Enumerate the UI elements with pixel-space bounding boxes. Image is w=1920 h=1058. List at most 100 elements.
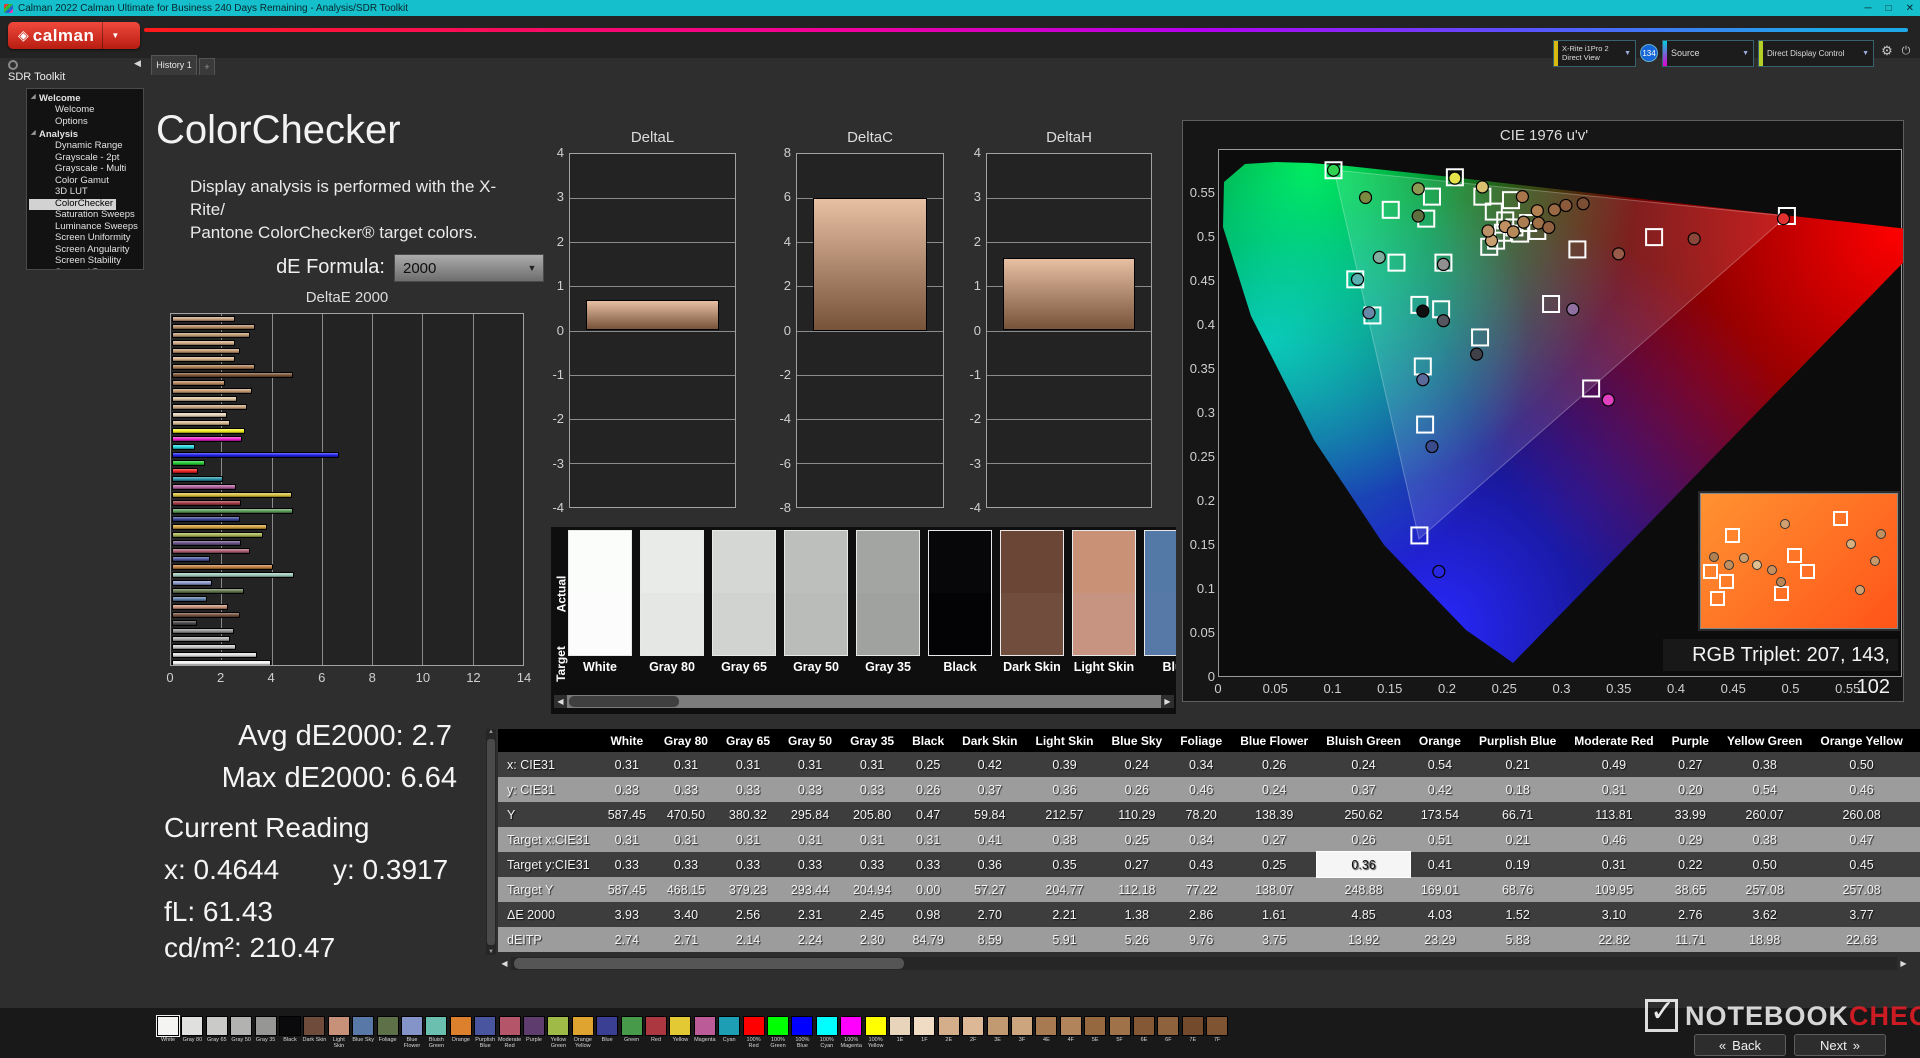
bottom-patch-black[interactable]: Black xyxy=(278,1016,302,1043)
sidebar-item-saturation-sweeps[interactable]: Saturation Sweeps xyxy=(55,209,135,220)
bottom-patch-2f[interactable]: 2F xyxy=(961,1016,985,1043)
bottom-patch-cyan[interactable]: Cyan xyxy=(717,1016,741,1043)
bottom-patch-2e[interactable]: 2E xyxy=(937,1016,961,1043)
next-button[interactable]: Next » xyxy=(1794,1034,1886,1056)
power-icon[interactable]: ⏻ xyxy=(1901,45,1911,57)
sidebar-item-grayscale-multi[interactable]: Grayscale - Multi xyxy=(55,163,127,174)
strip-scroll-thumb[interactable] xyxy=(569,696,679,707)
bottom-patch-orange[interactable]: Orange xyxy=(449,1016,473,1043)
close-button[interactable]: ✕ xyxy=(1905,2,1914,14)
source-chevron-icon: ▼ xyxy=(1742,50,1749,57)
table-scroll-left-icon[interactable]: ◀ xyxy=(498,957,511,970)
bottom-patch-foliage[interactable]: Foliage xyxy=(376,1016,400,1043)
bottom-patch-5f[interactable]: 5F xyxy=(1108,1016,1132,1043)
bottom-patch-7f[interactable]: 7F xyxy=(1205,1016,1229,1043)
inset-square-marker xyxy=(1710,590,1726,606)
add-tab-button[interactable]: + xyxy=(199,58,215,75)
bottom-patch-white[interactable]: White xyxy=(156,1015,180,1043)
bottom-patch-purple[interactable]: Purple xyxy=(522,1016,546,1043)
bottom-patch-6e[interactable]: 6E xyxy=(1132,1016,1156,1043)
rgb-triplet-readout: RGB Triplet: 207, 143, 102 xyxy=(1663,639,1898,698)
bottom-patch-blue-sky[interactable]: Blue Sky xyxy=(351,1016,375,1043)
tab-history-1[interactable]: History 1 xyxy=(151,55,197,75)
sidebar-item-color-gamut[interactable]: Color Gamut xyxy=(55,174,109,186)
back-button[interactable]: « Back xyxy=(1694,1034,1786,1056)
bottom-patch-100-blue[interactable]: 100% Blue xyxy=(790,1016,814,1049)
scroll-up-icon[interactable]: ▲ xyxy=(488,729,494,735)
bottom-patch-gray-50[interactable]: Gray 50 xyxy=(229,1016,253,1043)
sidebar-item-welcome[interactable]: Welcome xyxy=(55,104,95,115)
bottom-patch-moderate-red[interactable]: Moderate Red xyxy=(498,1016,522,1049)
minimize-button[interactable]: ─ xyxy=(1864,2,1872,14)
bottom-patch-blue-flower[interactable]: Blue Flower xyxy=(400,1016,424,1049)
bottom-patch-gray-80[interactable]: Gray 80 xyxy=(180,1016,204,1043)
bottom-patch-blue[interactable]: Blue xyxy=(595,1016,619,1043)
table-hscrollbar[interactable]: ◀ ▶ xyxy=(498,957,1910,970)
bottom-patch-gray-65[interactable]: Gray 65 xyxy=(205,1016,229,1043)
source-selector[interactable]: Source ▼ xyxy=(1662,40,1754,67)
bottom-patch-4e[interactable]: 4E xyxy=(1034,1016,1058,1043)
scroll-left-icon[interactable]: ◀ xyxy=(554,695,567,708)
sidebar-item-3d-lut[interactable]: 3D LUT xyxy=(55,186,88,197)
sidebar-item-colorchecker[interactable]: ColorChecker xyxy=(29,198,117,210)
bottom-patch-swatch xyxy=(840,1016,863,1036)
bottom-patch-purplish-blue[interactable]: Purplish Blue xyxy=(473,1016,497,1049)
bottom-patch-magenta[interactable]: Magenta xyxy=(693,1016,717,1043)
gear-icon[interactable]: ⚙ xyxy=(1881,43,1893,58)
sidebar-item-luminance-sweeps[interactable]: Luminance Sweeps xyxy=(55,220,138,232)
bottom-patch-100-red[interactable]: 100% Red xyxy=(742,1016,766,1049)
table-vscrollbar[interactable]: ▲ ▼ xyxy=(486,729,496,955)
bottom-patch-7e[interactable]: 7E xyxy=(1181,1016,1205,1043)
sidebar-item-spectral-power-dist-[interactable]: Spectral Power Dist. xyxy=(29,267,141,269)
bottom-patch-orange-yellow[interactable]: Orange Yellow xyxy=(571,1016,595,1049)
bottom-patch-4f[interactable]: 4F xyxy=(1059,1016,1083,1043)
bottom-patch-dark-skin[interactable]: Dark Skin xyxy=(302,1016,326,1043)
sidebar-item-screen-stability[interactable]: Screen Stability xyxy=(55,255,122,266)
sidebar-item-grayscale-2pt[interactable]: Grayscale - 2pt xyxy=(55,151,120,163)
tree-expander-icon[interactable]: ◢ xyxy=(31,130,36,136)
bottom-patch-3f[interactable]: 3F xyxy=(1010,1016,1034,1043)
scroll-right-icon[interactable]: ▶ xyxy=(1161,695,1174,708)
de-formula-dropdown[interactable]: 2000 ▼ xyxy=(394,254,544,282)
bottom-patch-100-yellow[interactable]: 100% Yellow xyxy=(864,1016,888,1049)
bottom-patch-light-skin[interactable]: Light Skin xyxy=(327,1016,351,1049)
delta-tick-label: -3 xyxy=(552,455,564,471)
calman-menu-button[interactable]: ◈ calman ▼ xyxy=(8,22,140,49)
bottom-patch-100-magenta[interactable]: 100% Magenta xyxy=(839,1016,863,1049)
table-scroll-right-icon[interactable]: ▶ xyxy=(1897,957,1910,970)
tree-expander-icon[interactable]: ◢ xyxy=(31,94,36,100)
table-vscroll-thumb[interactable] xyxy=(487,739,495,945)
bottom-patch-green[interactable]: Green xyxy=(620,1016,644,1043)
meter-status-badge[interactable]: 134 xyxy=(1640,44,1658,62)
sidebar-item-dynamic-range[interactable]: Dynamic Range xyxy=(55,140,123,151)
meter-selector[interactable]: X-Rite i1Pro 2 Direct View ▼ xyxy=(1553,40,1636,67)
sidebar-item-options[interactable]: Options xyxy=(55,115,88,127)
record-icon[interactable] xyxy=(8,60,18,70)
sidebar-group-analysis[interactable]: ◢ Analysis xyxy=(31,129,79,140)
bottom-patch-yellow-green[interactable]: Yellow Green xyxy=(546,1016,570,1049)
bottom-patch-red[interactable]: Red xyxy=(644,1016,668,1043)
sidebar-item-screen-angularity[interactable]: Screen Angularity xyxy=(55,243,130,255)
bottom-patch-6f[interactable]: 6F xyxy=(1156,1016,1180,1043)
scroll-down-icon[interactable]: ▼ xyxy=(488,949,494,955)
strip-scrollbar[interactable]: ◀ ▶ xyxy=(554,695,1174,708)
delta-tick-label: -3 xyxy=(969,455,981,471)
bottom-patch-100-green[interactable]: 100% Green xyxy=(766,1016,790,1049)
bottom-patch-1e[interactable]: 1E xyxy=(888,1016,912,1043)
bottom-patch-yellow[interactable]: Yellow xyxy=(668,1016,692,1043)
sidebar-group-welcome[interactable]: ◢ Welcome xyxy=(31,93,81,104)
table-hscroll-thumb[interactable] xyxy=(514,958,904,969)
bottom-patch-1f[interactable]: 1F xyxy=(912,1016,936,1043)
table-cell: 66.71 xyxy=(1469,802,1566,827)
maximize-button[interactable]: □ xyxy=(1885,2,1892,14)
bottom-patch-bluish-green[interactable]: Bluish Green xyxy=(424,1016,448,1049)
table-cell: 1.52 xyxy=(1469,902,1566,927)
bottom-patch-gray-35[interactable]: Gray 35 xyxy=(254,1016,278,1043)
sidebar-item-screen-uniformity[interactable]: Screen Uniformity xyxy=(55,232,131,243)
inset-square-marker xyxy=(1787,548,1802,564)
bottom-patch-5e[interactable]: 5E xyxy=(1083,1016,1107,1043)
collapse-left-icon[interactable]: ◀ xyxy=(134,58,141,68)
bottom-patch-3e[interactable]: 3E xyxy=(986,1016,1010,1043)
bottom-patch-100-cyan[interactable]: 100% Cyan xyxy=(815,1016,839,1049)
display-control-selector[interactable]: Direct Display Control ▼ xyxy=(1758,40,1874,67)
